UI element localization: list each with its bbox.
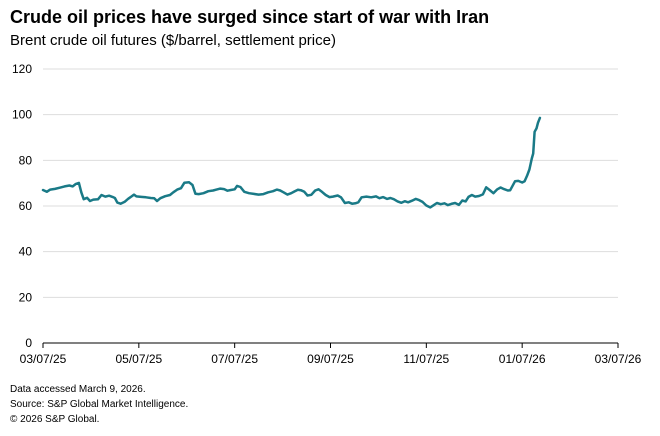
chart-title: Crude oil prices have surged since start… <box>10 7 490 27</box>
x-tick-label: 03/07/26 <box>595 352 642 366</box>
gridlines <box>43 68 618 298</box>
x-tick-label: 01/07/26 <box>499 352 546 366</box>
y-tick-label: 0 <box>25 336 32 350</box>
x-tick-label: 05/07/25 <box>115 352 162 366</box>
copyright-note: © 2026 S&P Global. <box>10 414 100 425</box>
y-tick-label: 100 <box>12 108 32 122</box>
y-tick-label: 120 <box>12 62 32 76</box>
x-axis-tick-labels: 03/07/25 05/07/25 07/07/25 09/07/25 11/07/25… <box>20 343 642 366</box>
y-tick-label: 60 <box>19 199 33 213</box>
x-tick-label: 09/07/25 <box>307 352 354 366</box>
x-tick-label: 11/07/25 <box>403 352 449 366</box>
series-line-brent <box>41 116 542 209</box>
source-note: Source: S&P Global Market Intelligence. <box>10 399 189 410</box>
x-tick-label: 07/07/25 <box>211 352 258 366</box>
footer-notes: Data accessed March 9, 2026. Source: S&P… <box>10 382 188 427</box>
chart-subtitle: Brent crude oil futures ($/barrel, settl… <box>10 32 336 49</box>
y-tick-label: 20 <box>19 290 33 304</box>
y-axis-tick-labels: 0 20 40 60 80 100 120 <box>12 62 32 350</box>
series-layer <box>41 116 542 209</box>
x-tick-label: 03/07/25 <box>20 352 67 366</box>
line-chart: 0 20 40 60 80 100 120 03/07/25 05/07/25 07/07/25… <box>12 62 642 366</box>
y-tick-label: 80 <box>19 153 33 167</box>
data-accessed-note: Data accessed March 9, 2026. <box>10 384 146 395</box>
y-tick-label: 40 <box>19 245 33 259</box>
